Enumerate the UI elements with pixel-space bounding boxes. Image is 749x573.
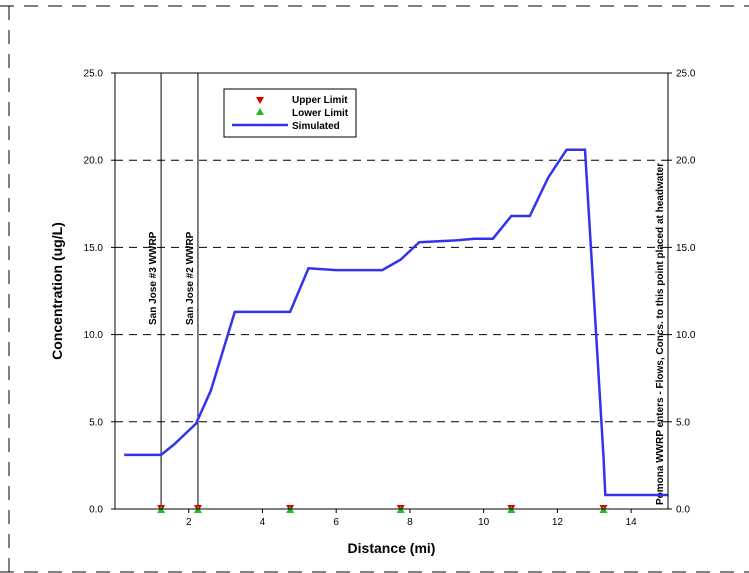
legend-lower-limit-label: Lower Limit [292,108,349,119]
y2-tick-label-5: 25.0 [676,69,696,80]
legend: Upper Limit Lower Limit Simulated [223,88,357,138]
y-tick-label-5: 25.0 [84,69,104,80]
y-axis-right: 0.0 5.0 10.0 15.0 20.0 25.0 [668,69,696,516]
y-tick-label-0: 0.0 [89,505,103,516]
plot-area [114,72,669,510]
annotation-label-2: Pomona WWRP enters - Flows, Concs. to th… [655,163,666,505]
y-tick-label-4: 20.0 [84,156,104,167]
y-axis-label: Concentration (ug/L) [49,222,65,360]
x-tick-label-3: 8 [407,517,413,528]
legend-simulated-label: Simulated [292,121,340,132]
y2-tick-label-2: 10.0 [676,330,696,341]
annotation-label-1: San Jose #2 WWRP [185,231,196,325]
x-tick-label-5: 12 [552,517,564,528]
legend-box [223,88,357,138]
x-axis-label: Distance (mi) [348,540,436,556]
y2-tick-label-0: 0.0 [676,505,690,516]
y-axis-left: 0.0 5.0 10.0 15.0 20.0 25.0 [84,69,115,516]
legend-lower-limit-marker [256,108,264,115]
y-tick-label-1: 5.0 [89,417,103,428]
x-tick-label-0: 2 [186,517,192,528]
series-layer [124,148,668,497]
y-tick-label-2: 10.0 [84,330,104,341]
x-tick-label-1: 4 [260,517,266,528]
y2-tick-label-3: 15.0 [676,243,696,254]
x-tick-label-6: 14 [626,517,638,528]
y2-tick-label-1: 5.0 [676,417,690,428]
legend-upper-limit-label: Upper Limit [292,95,348,106]
y-tick-label-3: 15.0 [84,243,104,254]
x-tick-label-4: 10 [478,517,490,528]
legend-upper-limit-marker [256,97,264,104]
y2-tick-label-4: 20.0 [676,156,696,167]
page-border [0,5,749,573]
series-simulated-line [124,148,668,497]
annotation-lines: San Jose #3 WWRP San Jose #2 WWRP Pomona W… [148,73,666,509]
annotation-label-0: San Jose #3 WWRP [148,231,159,325]
x-tick-label-2: 6 [333,517,339,528]
x-axis: 2 4 6 8 10 12 14 [186,509,637,528]
